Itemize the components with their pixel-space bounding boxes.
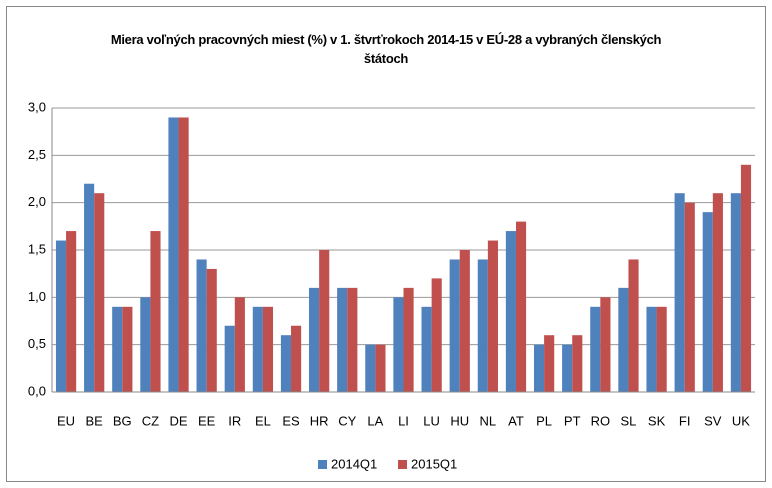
bar bbox=[600, 297, 611, 392]
bar bbox=[533, 344, 545, 392]
x-tick-label: LU bbox=[423, 413, 440, 428]
bar bbox=[84, 183, 95, 392]
bar bbox=[674, 193, 685, 392]
bar bbox=[280, 335, 292, 392]
bar bbox=[421, 306, 432, 392]
x-tick-label: SK bbox=[648, 413, 666, 428]
bar bbox=[178, 117, 189, 392]
bar bbox=[252, 306, 263, 392]
bar bbox=[684, 202, 695, 392]
y-tick-label: 2,0 bbox=[28, 194, 46, 209]
y-tick-label: 0,5 bbox=[28, 336, 46, 351]
x-tick-label: PL bbox=[536, 413, 552, 428]
y-tick-label: 2,5 bbox=[28, 147, 46, 162]
bar bbox=[224, 325, 235, 392]
bar bbox=[365, 344, 376, 392]
bar bbox=[55, 240, 67, 392]
y-tick-label: 1,0 bbox=[28, 289, 46, 304]
x-tick-label: HU bbox=[450, 413, 469, 428]
x-tick-label: NL bbox=[480, 413, 497, 428]
bar bbox=[515, 221, 527, 392]
bar bbox=[459, 250, 470, 392]
bar bbox=[646, 306, 657, 392]
x-tick-label: PT bbox=[564, 413, 581, 428]
bar bbox=[544, 335, 555, 392]
bar bbox=[319, 250, 330, 392]
bar bbox=[196, 259, 207, 392]
bar bbox=[572, 335, 583, 392]
bar bbox=[393, 297, 404, 392]
bar bbox=[403, 287, 414, 392]
bar bbox=[291, 325, 302, 392]
bar bbox=[487, 240, 498, 392]
x-tick-label: EE bbox=[198, 413, 216, 428]
bar bbox=[740, 164, 752, 392]
bar bbox=[66, 231, 77, 392]
y-tick-label: 1,5 bbox=[28, 241, 46, 256]
bar bbox=[347, 287, 358, 392]
bar bbox=[94, 193, 105, 392]
chart-frame bbox=[6, 6, 766, 482]
x-tick-label: EU bbox=[57, 413, 75, 428]
bar bbox=[206, 268, 217, 392]
legend-swatch bbox=[398, 460, 407, 469]
bar bbox=[449, 259, 460, 392]
bar bbox=[262, 306, 274, 392]
x-tick-label: EL bbox=[255, 413, 271, 428]
bar bbox=[702, 212, 713, 392]
bar bbox=[505, 231, 516, 392]
x-tick-label: AT bbox=[508, 413, 524, 428]
x-tick-label: SL bbox=[621, 413, 637, 428]
x-tick-label: BG bbox=[113, 413, 132, 428]
bar bbox=[477, 259, 488, 392]
bar bbox=[234, 297, 245, 392]
y-tick-label: 3,0 bbox=[28, 99, 46, 114]
bar bbox=[431, 278, 442, 392]
x-tick-label: FI bbox=[679, 413, 691, 428]
x-tick-label: DE bbox=[170, 413, 188, 428]
legend-swatch bbox=[318, 460, 327, 469]
x-tick-label: HR bbox=[310, 413, 329, 428]
bar bbox=[337, 287, 348, 392]
x-tick-label: BE bbox=[86, 413, 104, 428]
x-tick-label: UK bbox=[732, 413, 750, 428]
bar bbox=[656, 306, 667, 392]
bar bbox=[562, 344, 573, 392]
x-tick-label: IR bbox=[228, 413, 241, 428]
bar bbox=[712, 193, 723, 392]
bar bbox=[730, 193, 741, 392]
x-tick-label: ES bbox=[282, 413, 300, 428]
legend-label: 2015Q1 bbox=[411, 456, 457, 471]
bar bbox=[140, 297, 151, 392]
bar bbox=[590, 306, 601, 392]
x-tick-label: SV bbox=[704, 413, 722, 428]
bar bbox=[375, 344, 386, 392]
y-tick-label: 0,0 bbox=[28, 383, 46, 398]
bar bbox=[150, 231, 161, 392]
bar bbox=[618, 287, 629, 392]
bar bbox=[112, 306, 123, 392]
x-tick-label: LI bbox=[398, 413, 409, 428]
legend-label: 2014Q1 bbox=[331, 456, 377, 471]
bar bbox=[628, 259, 639, 392]
bar bbox=[309, 287, 320, 392]
bar bbox=[168, 117, 179, 392]
x-tick-label: CY bbox=[338, 413, 356, 428]
x-tick-label: RO bbox=[591, 413, 611, 428]
chart-title: Miera voľných pracovných miest (%) v 1. … bbox=[110, 32, 662, 66]
x-tick-label: CZ bbox=[142, 413, 159, 428]
bar bbox=[122, 306, 133, 392]
x-tick-label: LA bbox=[367, 413, 383, 428]
